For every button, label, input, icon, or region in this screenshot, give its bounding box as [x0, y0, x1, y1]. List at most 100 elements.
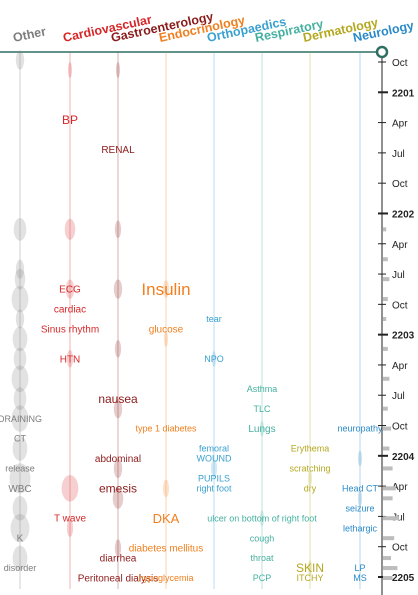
- term-lethargic[interactable]: lethargic: [343, 523, 378, 533]
- term-pupils[interactable]: PUPILS: [198, 474, 230, 484]
- violin-cardiovascular-0: [67, 62, 73, 78]
- term-glucose[interactable]: glucose: [149, 324, 184, 335]
- histogram-bar-6: [383, 376, 390, 381]
- term-right-foot[interactable]: right foot: [196, 483, 232, 493]
- term-diabetes-mellitus[interactable]: diabetes mellitus: [129, 544, 203, 555]
- term-draining[interactable]: DRAINING: [0, 414, 42, 424]
- violin-other-14: [10, 514, 30, 543]
- violin-cardiovascular-1: [64, 218, 76, 240]
- violin-other-11: [12, 436, 28, 461]
- violin-cardiovascular-2: [65, 279, 75, 299]
- histogram-bar-10: [383, 466, 393, 471]
- term-seizure[interactable]: seizure: [345, 503, 374, 513]
- term-lp[interactable]: LP: [354, 563, 365, 573]
- term-nausea[interactable]: nausea: [98, 392, 138, 406]
- term-tlc[interactable]: TLC: [253, 404, 271, 414]
- violin-dermatology-1: [307, 560, 313, 576]
- term-pcp[interactable]: PCP: [253, 573, 272, 583]
- term-dry[interactable]: dry: [304, 483, 317, 493]
- violin-other-4: [11, 285, 29, 313]
- term-lungs[interactable]: Lungs: [248, 424, 275, 435]
- density-violins: [9, 50, 363, 576]
- term-head-ct[interactable]: Head CT: [342, 483, 379, 493]
- category-headers: Other CardiovascularGastroenterologyEndoc…: [12, 10, 415, 45]
- term-ct[interactable]: CT: [14, 434, 26, 444]
- tick-label-jul-11: Jul: [392, 391, 405, 402]
- tick-label-apr-10: Apr: [392, 361, 408, 372]
- term-diarrhea[interactable]: diarrhea: [100, 554, 137, 565]
- term-disorder[interactable]: disorder: [4, 563, 37, 573]
- term-asthma[interactable]: Asthma: [247, 384, 278, 394]
- histogram-bar-2: [383, 277, 390, 282]
- histogram-bar-8: [383, 426, 391, 431]
- term-erythema[interactable]: Erythema: [291, 444, 330, 454]
- tick-label-2204-13: 2204: [392, 452, 415, 463]
- tick-label-jul-3: Jul: [392, 149, 405, 160]
- term-cough[interactable]: cough: [250, 533, 275, 543]
- tick-label-apr-2: Apr: [392, 119, 408, 130]
- term-dka[interactable]: DKA: [153, 511, 180, 526]
- histogram-bar-12: [383, 496, 393, 501]
- histogram-bar-7: [383, 406, 388, 411]
- term-neuropathy[interactable]: neuropathy: [337, 424, 383, 434]
- violin-neurology-1: [357, 490, 363, 507]
- term-insulin[interactable]: Insulin: [141, 280, 190, 299]
- violin-gastroenterology-2: [113, 279, 123, 299]
- term-type-1-diabetes[interactable]: type 1 diabetes: [135, 424, 197, 434]
- violin-cardiovascular-4: [61, 475, 79, 502]
- term-ecg[interactable]: ECG: [59, 285, 81, 296]
- histogram-bar-14: [383, 536, 395, 541]
- term-emesis[interactable]: emesis: [99, 482, 137, 496]
- term-tear[interactable]: tear: [206, 314, 222, 324]
- tick-label-oct-0: Oct: [392, 58, 408, 69]
- histogram-bar-13: [383, 516, 399, 521]
- violin-gastroenterology-4: [113, 399, 123, 419]
- violin-other-9: [13, 387, 27, 411]
- term-peritoneal-dialysis[interactable]: Peritoneal dialysis: [78, 574, 159, 585]
- term-sinus-rhythm[interactable]: Sinus rhythm: [41, 324, 99, 335]
- category-header-other[interactable]: Other: [12, 24, 48, 45]
- time-cursor-handle[interactable]: [375, 45, 389, 59]
- term-scratching[interactable]: scratching: [289, 464, 330, 474]
- term-labels: BP RENAL ECG Insulin cardiac tear Sinus rhythm…: [0, 113, 383, 585]
- term-htn[interactable]: HTN: [60, 354, 81, 365]
- tick-label-2202-5: 2202: [392, 209, 415, 220]
- term-ms[interactable]: MS: [353, 573, 367, 583]
- violin-orthopaedics-0: [211, 351, 217, 367]
- term-wbc[interactable]: WBC: [8, 484, 31, 495]
- violin-other-15: [12, 545, 28, 571]
- term-npo[interactable]: NPO: [204, 354, 224, 364]
- category-lanes: [0, 51, 382, 589]
- term-bp[interactable]: BP: [62, 113, 78, 127]
- time-axis: Oct 2201 Apr Jul Oct 2202 Apr Jul Oct 2203 Apr Jul O…: [375, 45, 415, 595]
- violin-dermatology-0: [307, 470, 313, 487]
- violin-other-12: [9, 463, 31, 494]
- term-itchy[interactable]: ITCHY: [297, 573, 324, 583]
- tick-label-2205-17: 2205: [392, 573, 415, 584]
- term-release[interactable]: release: [5, 464, 35, 474]
- term-throat[interactable]: throat: [250, 553, 274, 563]
- histogram-bar-9: [383, 446, 390, 451]
- violin-other-0: [15, 50, 25, 70]
- term-t-wave[interactable]: T wave: [54, 514, 86, 525]
- violin-other-6: [12, 326, 28, 352]
- tick-label-2201-1: 2201: [392, 88, 415, 99]
- violin-cardiovascular-5: [66, 519, 74, 537]
- term-k[interactable]: K: [17, 534, 24, 545]
- violin-gastroenterology-1: [114, 220, 122, 239]
- term-cardiac[interactable]: cardiac: [54, 305, 86, 316]
- violin-respiratory-1: [259, 510, 265, 527]
- violin-other-2: [15, 259, 25, 279]
- term-ulcer-on-bottom-of-right-foot[interactable]: ulcer on bottom of right foot: [207, 513, 317, 523]
- term-femoral[interactable]: femoral: [199, 444, 229, 454]
- violin-endocrinology-1: [163, 331, 169, 347]
- violin-other-7: [13, 347, 27, 371]
- violin-endocrinology-0: [162, 280, 170, 298]
- term-skin[interactable]: SKIN: [296, 561, 324, 575]
- term-wound[interactable]: WOUND: [197, 454, 232, 464]
- term-abdominal[interactable]: abdominal: [95, 454, 141, 465]
- tick-label-apr-6: Apr: [392, 240, 408, 251]
- term-hypoglycemia[interactable]: hypoglycemia: [138, 573, 193, 583]
- histogram-bar-3: [383, 297, 388, 302]
- term-renal[interactable]: RENAL: [101, 145, 135, 156]
